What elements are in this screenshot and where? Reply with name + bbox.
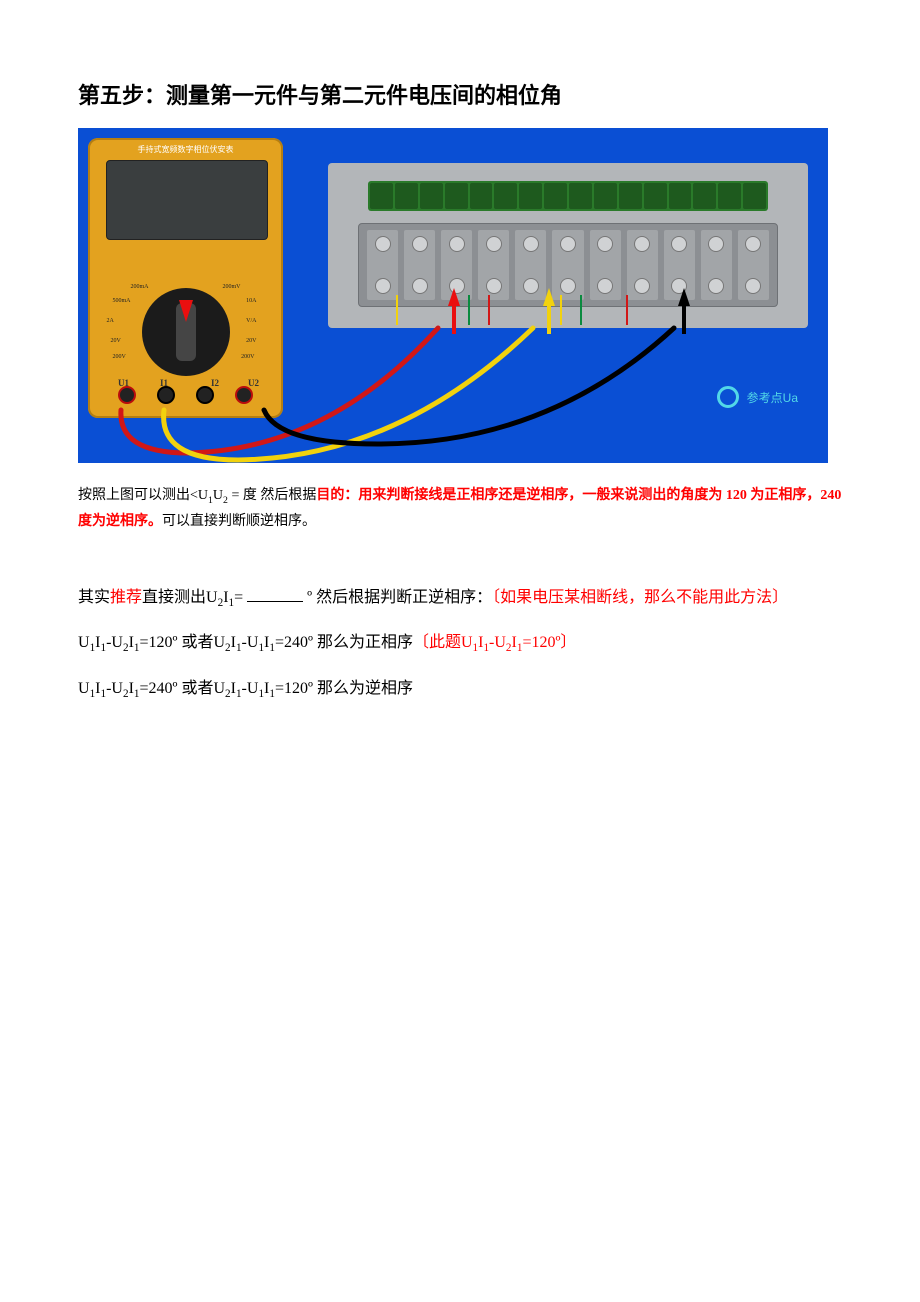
hanging-wire (560, 295, 562, 325)
green-terminal-strip (368, 181, 768, 211)
reference-label: 参考点Ua (747, 389, 798, 406)
hanging-wire (626, 295, 628, 325)
terminal-arrow-red-icon (448, 288, 460, 306)
meter-label: 手持式宽频数字相位伏安表 (88, 144, 283, 155)
paragraph-1: 按照上图可以测出<U1U2 = 度 然后根据目的：用来判断接线是正相序还是逆相序… (78, 483, 842, 535)
terminal-box (328, 163, 808, 328)
terminal-block (358, 223, 778, 307)
meter-jacks (88, 386, 283, 404)
meter-screen (106, 160, 268, 240)
terminal-arrow-yellow-icon (543, 288, 555, 306)
hanging-wire (396, 295, 398, 325)
multimeter: 手持式宽频数字相位伏安表 500mA 200mA 200mV 10A 2A V/… (88, 138, 283, 418)
jack-u2 (235, 386, 253, 404)
paragraph-2: 其实推荐直接测出U2I1= º 然后根据判断正逆相序：〔如果电压某相断线，那么不… (78, 580, 842, 616)
jack-i2 (196, 386, 214, 404)
reference-ring-icon (717, 386, 739, 408)
jack-i1 (157, 386, 175, 404)
reference-point-marker: 参考点Ua (717, 386, 798, 408)
hanging-wire (488, 295, 490, 325)
hanging-wire (468, 295, 470, 325)
equation-2: U1I1-U2I1=240º 或者U2I1-U1I1=120º 那么为逆相序 (78, 671, 842, 707)
figure-container: 手持式宽频数字相位伏安表 500mA 200mA 200mV 10A 2A V/… (78, 128, 828, 463)
page-title: 第五步：测量第一元件与第二元件电压间的相位角 (78, 78, 842, 110)
dial-arrow-icon (179, 300, 193, 322)
blank-input (247, 601, 303, 602)
jack-u1 (118, 386, 136, 404)
hanging-wire (580, 295, 582, 325)
terminal-arrow-black-icon (678, 288, 690, 306)
equation-1: U1I1-U2I1=120º 或者U2I1-U1I1=240º 那么为正相序〔此… (78, 625, 842, 661)
